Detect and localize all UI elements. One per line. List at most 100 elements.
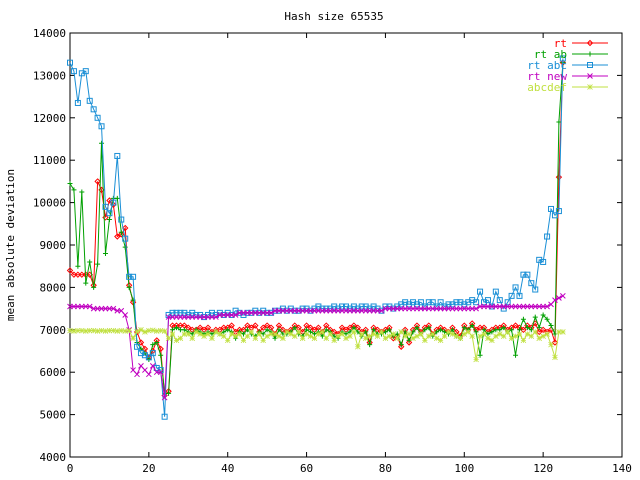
data-point (524, 271, 531, 278)
data-point (497, 327, 503, 333)
data-point (173, 325, 179, 331)
data-point (347, 333, 353, 339)
data-point (587, 84, 593, 90)
data-point (390, 335, 397, 342)
data-point (94, 328, 101, 334)
data-point (473, 329, 479, 335)
data-point (536, 335, 542, 342)
series-abcdef (67, 327, 566, 363)
data-point (481, 331, 487, 337)
data-point (351, 329, 357, 335)
data-point (371, 327, 377, 333)
data-point (146, 371, 152, 378)
data-point (544, 303, 550, 310)
data-point (177, 309, 184, 316)
data-point (398, 329, 404, 335)
data-point (161, 413, 168, 420)
data-point (351, 325, 357, 331)
data-point (457, 335, 464, 342)
data-point (205, 331, 211, 337)
x-tick-label: 120 (533, 462, 553, 475)
data-point (540, 312, 546, 318)
data-point (110, 327, 117, 334)
data-point (556, 119, 562, 125)
data-point (154, 340, 160, 346)
data-point (150, 327, 156, 334)
data-point (121, 224, 129, 232)
data-point (512, 322, 519, 329)
data-point (453, 333, 460, 339)
data-point (508, 292, 515, 299)
data-point (248, 329, 255, 335)
data-point (544, 233, 551, 240)
data-point (516, 327, 522, 333)
data-point (524, 325, 530, 331)
data-point (99, 140, 105, 146)
data-point (362, 335, 369, 342)
data-point (137, 339, 145, 346)
data-point (114, 328, 121, 334)
data-point (228, 331, 235, 337)
data-point (485, 335, 491, 342)
data-point (532, 286, 539, 293)
data-point (79, 189, 85, 195)
data-point (201, 333, 207, 339)
data-point (335, 333, 341, 339)
data-point (102, 203, 109, 210)
data-point (173, 337, 180, 344)
data-point (220, 333, 227, 339)
data-point (86, 303, 93, 310)
data-point (150, 342, 156, 348)
data-point (130, 335, 136, 342)
data-point (232, 312, 239, 318)
data-point (165, 335, 172, 342)
data-point (83, 280, 89, 286)
data-point (323, 335, 330, 342)
data-point (390, 331, 397, 337)
data-point (398, 342, 404, 348)
data-point (95, 261, 101, 267)
data-point (402, 333, 408, 339)
data-point (134, 328, 140, 335)
data-point (560, 329, 566, 335)
data-point (367, 342, 373, 348)
y-tick-label: 10000 (33, 197, 66, 210)
data-point (98, 123, 105, 130)
data-point (224, 337, 231, 344)
data-point (536, 325, 542, 331)
data-point (512, 333, 519, 339)
data-point (110, 199, 117, 206)
data-point (552, 354, 558, 361)
data-point (122, 244, 128, 250)
data-point (555, 208, 562, 215)
data-point (469, 323, 475, 329)
data-point (252, 335, 259, 342)
data-point (327, 331, 334, 337)
data-point (319, 329, 326, 335)
data-point (405, 339, 413, 346)
x-tick-label: 0 (67, 462, 74, 475)
data-point (145, 354, 152, 361)
data-point (484, 297, 491, 304)
data-point (539, 326, 547, 334)
data-point (153, 328, 160, 334)
data-point (552, 297, 558, 303)
data-point (433, 335, 440, 342)
data-point (394, 335, 401, 342)
data-point (118, 327, 125, 334)
data-point (422, 327, 428, 333)
data-point (343, 335, 349, 342)
data-point (303, 331, 310, 337)
data-point (118, 216, 125, 223)
y-tick-label: 12000 (33, 112, 66, 125)
data-point (422, 337, 428, 344)
x-tick-label: 40 (221, 462, 234, 475)
y-tick-label: 14000 (33, 27, 66, 40)
data-point (304, 327, 310, 333)
data-point (418, 331, 424, 337)
y-tick-label: 4000 (40, 451, 67, 464)
data-point (540, 333, 546, 339)
data-point (90, 327, 97, 334)
data-point (295, 329, 302, 335)
data-point (429, 331, 436, 337)
